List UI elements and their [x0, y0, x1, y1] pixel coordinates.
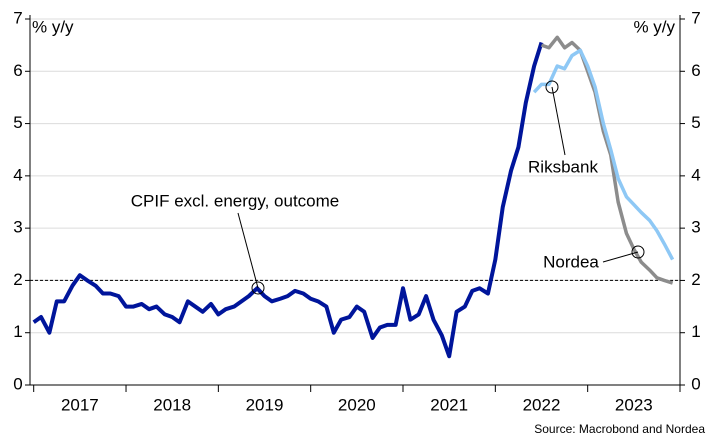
y2-tick-label: 2 [691, 270, 700, 289]
x-tick-label: 2019 [246, 395, 284, 414]
y-tick-label: 3 [13, 218, 22, 237]
annotation: CPIF excl. energy, outcome [131, 191, 340, 210]
y2-tick-label: 1 [691, 322, 700, 341]
series-line [532, 48, 675, 261]
y2-tick-label: 0 [691, 374, 700, 393]
y-tick-label: 7 [13, 8, 22, 27]
annotation-marker [631, 245, 645, 259]
y-tick-label: 2 [13, 270, 22, 289]
series-line [540, 35, 674, 285]
y-tick-label: 4 [13, 165, 22, 184]
annotation-leader [237, 212, 259, 289]
annotation-marker [251, 281, 265, 295]
series-line [32, 41, 544, 359]
y-tick-label: 0 [13, 374, 22, 393]
y2-tick-label: 5 [691, 113, 700, 132]
y-axis-label: % y/y [32, 17, 74, 36]
y-tick-label: 1 [13, 322, 22, 341]
x-tick-label: 2021 [430, 395, 468, 414]
y2-tick-label: 3 [691, 218, 700, 237]
annotation-marker [545, 80, 559, 94]
annotation: Riksbank [528, 157, 598, 176]
annotation: Nordea [543, 252, 599, 271]
x-tick-label: 2023 [615, 395, 653, 414]
source: Source: Macrobond and Nordea [534, 422, 705, 436]
y2-tick-label: 6 [691, 61, 700, 80]
x-tick-label: 2017 [61, 395, 99, 414]
y2-tick-label: 4 [691, 165, 700, 184]
annotation-leader [602, 251, 639, 263]
x-tick-label: 2020 [338, 395, 376, 414]
y-tick-label: 6 [13, 61, 22, 80]
y2-axis-label: % y/y [633, 17, 675, 36]
x-tick-label: 2018 [153, 395, 191, 414]
annotation-leader [551, 86, 566, 156]
y-tick-label: 5 [13, 113, 22, 132]
y2-tick-label: 7 [691, 8, 700, 27]
x-tick-label: 2022 [523, 395, 561, 414]
